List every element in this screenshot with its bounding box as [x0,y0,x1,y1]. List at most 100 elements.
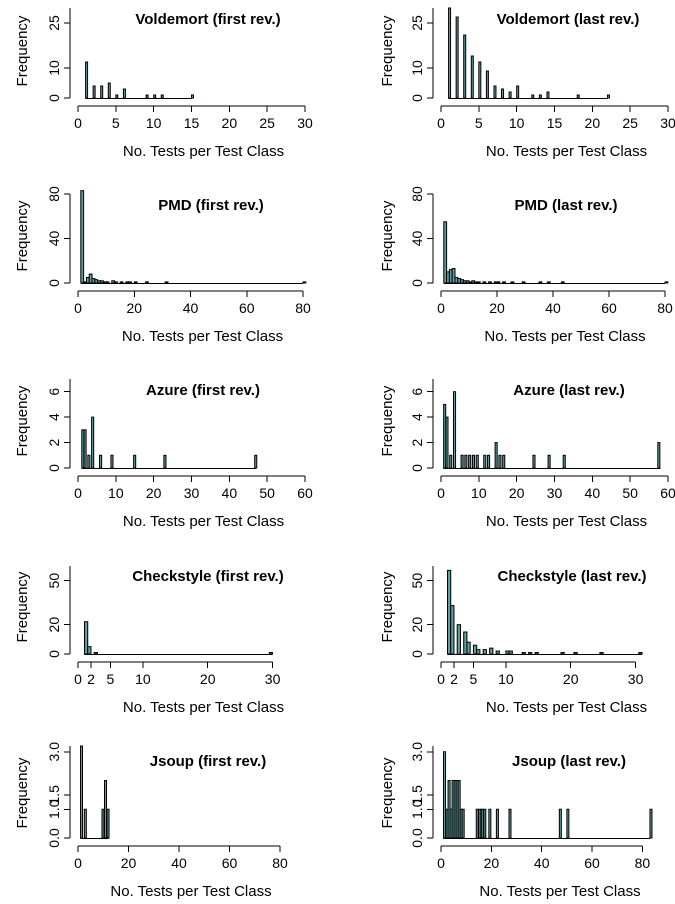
histogram-bar [268,652,274,655]
histogram-bar [80,190,85,284]
x-tick-label: 60 [584,855,600,871]
x-tick-label: 10 [498,671,514,687]
x-axis-label: No. Tests per Test Class [486,513,647,530]
x-tick-label: 20 [126,300,142,316]
x-tick-label: 20 [484,855,500,871]
chart-title: Jsoup (first rev.) [150,753,266,770]
y-tick-label: 0 [46,94,62,102]
histogram-bar [558,808,562,839]
y-axis-label: Frequency [379,15,396,86]
x-tick-label: 20 [509,485,525,501]
y-tick-label: 25 [409,15,425,31]
histogram-bar [128,281,132,284]
x-tick-label: 5 [475,115,483,131]
histogram-bar [87,646,92,655]
y-axis-label: Frequency [379,385,396,456]
y-tick-label: 40 [409,231,425,247]
y-tick-label: 1.0 [46,799,62,819]
histogram-bar [485,70,489,99]
histogram-bar [487,454,491,469]
histogram-bar [87,454,91,469]
y-tick-label: 50 [409,573,425,589]
x-tick-label: 40 [534,855,550,871]
x-tick-label: 60 [222,855,238,871]
histogram-bar [163,454,167,469]
histogram-bar [468,454,472,469]
y-tick-label: 25 [46,15,62,31]
histogram-bar [531,94,535,99]
y-tick-label: 0 [409,464,425,472]
histogram-bar [502,454,506,469]
x-tick-label: 0 [437,671,445,687]
x-tick-label: 20 [121,855,137,871]
x-axis-label: No. Tests per Test Class [123,143,284,160]
histogram-bar [191,94,194,99]
histogram-bar [452,391,457,469]
x-tick-label: 0 [74,671,82,687]
x-tick-label: 0 [437,115,445,131]
y-tick-label: 80 [46,186,62,202]
histogram-bar [80,745,84,839]
y-tick-label: 4 [409,413,425,421]
histogram-bar [445,416,449,469]
y-axis-label: Frequency [379,571,396,642]
chart-title: Checkstyle (first rev.) [132,568,283,585]
histogram-bar [534,652,539,655]
x-tick-label: 30 [297,115,313,131]
histogram-bar [538,94,542,99]
histogram-bar [460,454,464,469]
y-tick-label: 1.5 [409,785,425,805]
x-axis-label: No. Tests per Test Class [123,699,284,716]
histogram-bar [566,808,570,839]
histogram-azure-last: Azure (last rev.) Frequency No. Tests per … [379,379,675,530]
histogram-bar [145,281,149,284]
x-tick-label: 25 [622,115,638,131]
histogram-bar [489,647,494,655]
y-tick-label: 0 [409,279,425,287]
y-axis-label: Frequency [14,757,31,828]
chart-title: Azure (first rev.) [146,382,260,399]
histogram-bar [471,454,475,469]
histogram-bar [494,442,498,469]
histogram-bar [528,652,533,655]
x-tick-label: 20 [200,671,216,687]
chart-title: Azure (last rev.) [513,382,624,399]
histogram-bar [456,624,461,655]
histogram-bar [115,94,119,99]
histogram-bar [100,85,104,99]
histogram-bar [164,281,169,284]
y-tick-label: 20 [409,617,425,633]
histogram-bar [546,91,550,99]
x-tick-label: 0 [74,300,82,316]
histogram-bar [99,454,103,469]
histogram-bar [488,281,492,284]
histogram-bar [464,454,468,469]
y-tick-label: 2 [409,438,425,446]
histogram-bar [153,94,157,99]
histogram-bar [508,650,513,655]
x-tick-label: 10 [471,485,487,501]
histogram-bar [114,281,118,284]
histogram-bar [105,281,110,284]
histogram-bar [510,281,515,284]
y-tick-label: 0 [46,279,62,287]
y-tick-label: 10 [46,60,62,76]
histogram-pmd-first: PMD (first rev.) Frequency No. Tests per T… [14,186,311,345]
y-tick-label: 6 [46,388,62,396]
x-axis-label: No. Tests per Test Class [110,883,271,900]
histogram-bar [516,85,520,99]
y-tick-label: 10 [409,60,425,76]
histogram-bar [92,85,96,99]
x-tick-label: 30 [184,485,200,501]
histogram-bar [145,94,149,99]
histogram-bar [488,808,492,839]
histogram-bar [133,454,137,469]
histogram-bar [478,808,482,839]
histogram-voldemort-first: Voldemort (first rev.) Frequency No. Tests… [14,8,313,160]
x-tick-label: 15 [184,115,200,131]
y-axis-label: Frequency [14,200,31,271]
x-tick-label: 50 [622,485,638,501]
histogram-bar [483,454,487,469]
histogram-bar [547,454,551,469]
x-tick-label: 5 [112,115,120,131]
